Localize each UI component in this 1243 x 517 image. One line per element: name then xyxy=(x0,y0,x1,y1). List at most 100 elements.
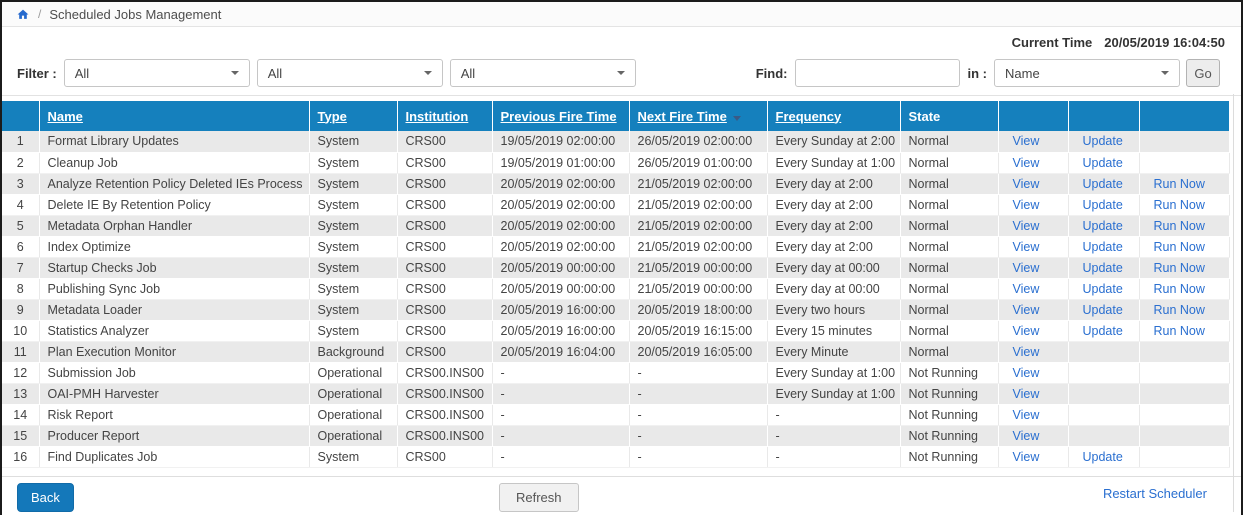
cell-type: System xyxy=(309,278,398,300)
chevron-down-icon xyxy=(1161,71,1169,75)
view-link[interactable]: View xyxy=(1012,176,1040,191)
cell-update xyxy=(1068,383,1140,405)
cell-run_now xyxy=(1139,131,1230,153)
column-header-previous[interactable]: Previous Fire Time xyxy=(492,101,630,131)
cell-name: Startup Checks Job xyxy=(39,257,310,279)
view-link[interactable]: View xyxy=(1012,428,1040,443)
cell-next: - xyxy=(629,383,768,405)
cell-next: - xyxy=(629,425,768,447)
update-link[interactable]: Update xyxy=(1082,260,1123,275)
column-header-label[interactable]: Frequency xyxy=(775,108,842,124)
run-now-link[interactable]: Run Now xyxy=(1153,239,1205,254)
column-header-type[interactable]: Type xyxy=(309,101,398,131)
run-now-link[interactable]: Run Now xyxy=(1153,281,1205,296)
cell-state: Normal xyxy=(900,173,999,195)
column-header-label[interactable]: Next Fire Time xyxy=(637,108,727,124)
restart-scheduler-link[interactable]: Restart Scheduler xyxy=(1102,485,1207,501)
update-link[interactable]: Update xyxy=(1082,449,1123,464)
cell-previous: 20/05/2019 16:04:00 xyxy=(492,341,630,363)
column-header-frequency[interactable]: Frequency xyxy=(767,101,901,131)
back-button[interactable]: Back xyxy=(17,482,74,512)
view-link[interactable]: View xyxy=(1012,281,1040,296)
sort-desc-icon xyxy=(732,115,741,121)
filter-dropdown-1[interactable]: All xyxy=(63,59,250,87)
refresh-button[interactable]: Refresh xyxy=(499,482,579,512)
view-link[interactable]: View xyxy=(1012,344,1040,359)
update-link[interactable]: Update xyxy=(1082,134,1123,149)
cell-update: Update xyxy=(1068,446,1140,468)
footer: Back Refresh Restart Scheduler xyxy=(2,476,1241,517)
cell-institution: CRS00 xyxy=(397,278,493,300)
column-header-label[interactable]: Previous Fire Time xyxy=(500,108,617,124)
cell-next: 20/05/2019 16:05:00 xyxy=(629,341,768,363)
run-now-link[interactable]: Run Now xyxy=(1153,260,1205,275)
current-time-value: 20/05/2019 16:04:50 xyxy=(1104,34,1225,50)
update-link[interactable]: Update xyxy=(1082,302,1123,317)
column-header-label[interactable]: Name xyxy=(47,108,83,124)
go-button[interactable]: Go xyxy=(1186,59,1220,87)
cell-frequency: Every Sunday at 2:00 xyxy=(767,131,901,153)
cell-type: System xyxy=(309,446,398,468)
cell-institution: CRS00 xyxy=(397,341,493,363)
view-link[interactable]: View xyxy=(1012,239,1040,254)
cell-num: 3 xyxy=(2,173,40,195)
update-link[interactable]: Update xyxy=(1082,239,1123,254)
run-now-link[interactable]: Run Now xyxy=(1153,197,1205,212)
update-link[interactable]: Update xyxy=(1082,218,1123,233)
cell-name: Cleanup Job xyxy=(39,152,310,174)
update-link[interactable]: Update xyxy=(1082,197,1123,212)
column-header-label[interactable]: Type xyxy=(317,108,347,124)
update-link[interactable]: Update xyxy=(1082,155,1123,170)
view-link[interactable]: View xyxy=(1012,302,1040,317)
view-link[interactable]: View xyxy=(1012,407,1040,422)
view-link[interactable]: View xyxy=(1012,134,1040,149)
cell-update: Update xyxy=(1068,257,1140,279)
table-row: 15 Producer Report Operational CRS00.INS00-… xyxy=(2,425,1230,447)
cell-view: View xyxy=(998,131,1069,153)
table-row: 13 OAI-PMH Harvester Operational CRS00.INS0… xyxy=(2,383,1230,405)
cell-frequency: Every day at 00:00 xyxy=(767,278,901,300)
view-link[interactable]: View xyxy=(1012,449,1040,464)
column-header-update xyxy=(1068,101,1140,131)
run-now-link[interactable]: Run Now xyxy=(1153,218,1205,233)
cell-institution: CRS00.INS00 xyxy=(397,425,493,447)
home-icon[interactable] xyxy=(16,8,30,21)
cell-frequency: Every Sunday at 1:00 xyxy=(767,152,901,174)
breadcrumb: / Scheduled Jobs Management xyxy=(2,2,1241,27)
cell-num: 14 xyxy=(2,404,40,426)
view-link[interactable]: View xyxy=(1012,197,1040,212)
cell-next: 21/05/2019 02:00:00 xyxy=(629,236,768,258)
column-header-next[interactable]: Next Fire Time xyxy=(629,101,768,131)
find-input[interactable] xyxy=(794,59,960,87)
column-header-name[interactable]: Name xyxy=(39,101,310,131)
cell-type: System xyxy=(309,257,398,279)
view-link[interactable]: View xyxy=(1012,386,1040,401)
view-link[interactable]: View xyxy=(1012,365,1040,380)
run-now-link[interactable]: Run Now xyxy=(1153,176,1205,191)
update-link[interactable]: Update xyxy=(1082,281,1123,296)
update-link[interactable]: Update xyxy=(1082,176,1123,191)
cell-num: 5 xyxy=(2,215,40,237)
run-now-link[interactable]: Run Now xyxy=(1153,302,1205,317)
run-now-link[interactable]: Run Now xyxy=(1153,323,1205,338)
cell-previous: 20/05/2019 02:00:00 xyxy=(492,215,630,237)
column-header-label[interactable]: Institution xyxy=(405,108,469,124)
cell-state: Normal xyxy=(900,194,999,216)
cell-type: System xyxy=(309,215,398,237)
view-link[interactable]: View xyxy=(1012,323,1040,338)
jobs-table: Name Type Institution Previous Fire Time Nex… xyxy=(2,101,1230,468)
cell-name: Format Library Updates xyxy=(39,131,310,153)
filter-dropdown-3[interactable]: All xyxy=(449,59,636,87)
column-header-institution[interactable]: Institution xyxy=(397,101,493,131)
cell-update: Update xyxy=(1068,320,1140,342)
filter-dropdown-2[interactable]: All xyxy=(256,59,443,87)
cell-num: 13 xyxy=(2,383,40,405)
view-link[interactable]: View xyxy=(1012,155,1040,170)
table-row: 9 Metadata Loader System CRS00 20/05/2019 16… xyxy=(2,299,1230,321)
table-row: 4 Delete IE By Retention Policy System CRS0… xyxy=(2,194,1230,216)
update-link[interactable]: Update xyxy=(1082,323,1123,338)
view-link[interactable]: View xyxy=(1012,218,1040,233)
view-link[interactable]: View xyxy=(1012,260,1040,275)
find-in-dropdown[interactable]: Name xyxy=(994,59,1180,87)
table-row: 2 Cleanup Job System CRS00 19/05/2019 01:00:… xyxy=(2,152,1230,174)
